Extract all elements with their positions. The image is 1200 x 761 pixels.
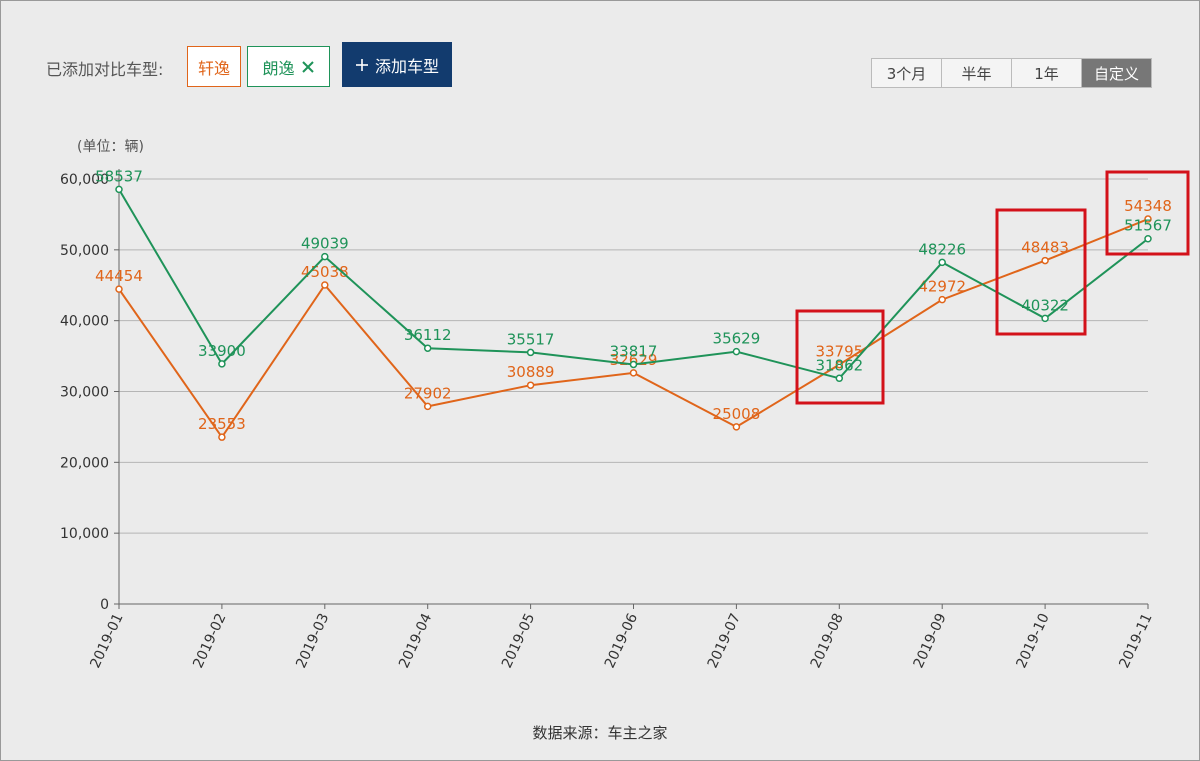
tab[interactable]: 自定义 [1082, 59, 1151, 87]
data-label: 36112 [404, 326, 452, 344]
data-point [629, 369, 638, 377]
data-point [321, 281, 329, 289]
tab[interactable]: 半年 [942, 59, 1012, 87]
data-point [938, 295, 946, 304]
data-label: 33795 [815, 343, 863, 361]
data-label: 30889 [507, 363, 555, 381]
data-label: 49039 [301, 235, 349, 253]
data-point [835, 360, 844, 369]
data-label: 35629 [713, 330, 761, 348]
data-point [115, 185, 123, 194]
data-point [835, 374, 844, 383]
data-label: 54348 [1124, 197, 1172, 215]
data-point [1144, 234, 1152, 243]
data-point [115, 285, 123, 293]
data-label: 48483 [1021, 239, 1069, 257]
model-tag[interactable]: 轩逸 [187, 46, 241, 87]
data-label: 25008 [713, 405, 761, 423]
series-line [118, 218, 1149, 439]
data-point [732, 423, 741, 431]
data-point [526, 348, 535, 357]
data-point [423, 344, 432, 352]
highlight-box [995, 208, 1087, 336]
highlight-box [795, 309, 885, 405]
data-label: 27902 [404, 384, 452, 402]
x-tick-label: 2019-08 [808, 611, 847, 671]
data-label: 42972 [918, 278, 966, 296]
data-point [1144, 215, 1152, 223]
data-label: 31862 [815, 356, 863, 374]
y-tick-label: 0 [100, 597, 109, 613]
compare-label: 已添加对比车型: [46, 60, 164, 79]
data-point [218, 360, 226, 368]
x-tick-label: 2019-06 [602, 611, 641, 671]
data-label: 33900 [198, 342, 246, 360]
data-label: 40322 [1021, 296, 1069, 314]
y-axis-label: (单位：辆) [77, 139, 144, 155]
data-label: 44454 [95, 267, 143, 285]
remove-icon[interactable] [301, 60, 315, 74]
data-point [629, 360, 638, 369]
data-label: 33817 [610, 342, 658, 360]
y-tick-label: 60,000 [60, 172, 109, 188]
highlight-box [1105, 170, 1190, 256]
plus-icon [355, 58, 368, 71]
model-tag[interactable]: 朗逸 [247, 46, 330, 87]
data-label: 58537 [95, 167, 143, 185]
y-tick-label: 10,000 [60, 526, 109, 542]
x-tick-label: 2019-02 [190, 611, 229, 671]
data-point [526, 381, 535, 389]
x-tick-label: 2019-09 [911, 611, 950, 671]
y-tick-label: 50,000 [60, 243, 109, 259]
model-name: 朗逸 [262, 58, 295, 78]
data-label: 48226 [918, 240, 966, 258]
x-tick-label: 2019-04 [396, 611, 435, 671]
data-point [423, 402, 432, 411]
x-tick-label: 2019-01 [87, 611, 126, 671]
data-label: 32629 [610, 351, 658, 369]
data-point [218, 433, 226, 441]
add-button[interactable]: 添加车型 [342, 42, 452, 87]
model-name: 轩逸 [197, 58, 230, 78]
data-label: 35517 [507, 330, 555, 348]
x-tick-label: 2019-10 [1014, 611, 1053, 671]
x-tick-label: 2019-11 [1116, 611, 1155, 671]
data-point [1041, 256, 1049, 265]
data-point [938, 258, 946, 267]
x-tick-label: 2019-05 [499, 611, 538, 671]
x-tick-label: 2019-07 [705, 611, 744, 671]
time-tabs: 3个月 半年 1年 自定义 [871, 58, 1152, 88]
y-tick-label: 40,000 [60, 314, 109, 330]
data-point [1041, 314, 1049, 323]
data-label: 23553 [198, 415, 246, 433]
data-point [732, 347, 741, 356]
x-tick-label: 2019-03 [293, 611, 332, 671]
tab[interactable]: 3个月 [872, 59, 942, 87]
data-point [321, 252, 329, 261]
y-tick-label: 20,000 [60, 455, 109, 471]
y-tick-label: 30,000 [60, 385, 109, 401]
source: 数据来源：车主之家 [532, 724, 667, 742]
data-label: 51567 [1124, 217, 1172, 235]
tab[interactable]: 1年 [1012, 59, 1082, 87]
add-label: 添加车型 [374, 56, 439, 76]
